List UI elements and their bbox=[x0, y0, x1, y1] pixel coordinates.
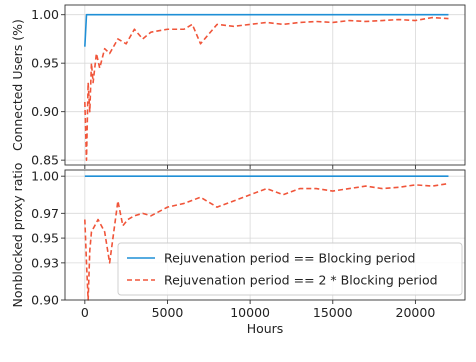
series-line-2 bbox=[84, 16, 449, 161]
y-tick-label: 1.00 bbox=[31, 169, 59, 184]
y-tick-label: 0.95 bbox=[31, 56, 59, 71]
x-tick-label: 5000 bbox=[152, 305, 184, 320]
x-tick-label: 20000 bbox=[396, 305, 436, 320]
plot-frame bbox=[64, 4, 466, 166]
y-tick-label: 1.00 bbox=[31, 7, 59, 22]
y-tick-label: 0.90 bbox=[31, 104, 59, 119]
panel-2: 0.90 0.93 0.95 0.97 1.00 0 5000 10000 15000 20000… bbox=[10, 163, 466, 336]
plot-frame bbox=[64, 169, 466, 301]
x-tick-label: 15000 bbox=[313, 305, 353, 320]
y-axis-label: Connected Users (%) bbox=[10, 19, 25, 151]
x-tick-label: 10000 bbox=[230, 305, 270, 320]
legend-label-1: Rejuvenation period == Blocking period bbox=[164, 251, 415, 266]
y-axis-label: Nonblocked proxy ratio bbox=[10, 163, 25, 308]
legend-label-2: Rejuvenation period == 2 * Blocking peri… bbox=[164, 273, 438, 288]
y-tick-label: 0.85 bbox=[31, 153, 59, 168]
x-tick-label: 0 bbox=[81, 305, 89, 320]
series-line-1 bbox=[84, 13, 449, 47]
y-tick-label: 0.93 bbox=[31, 255, 59, 270]
y-tick-label: 0.95 bbox=[31, 231, 59, 246]
panel-1: 0.85 0.90 0.95 1.00 Connected Users (%) bbox=[10, 4, 466, 169]
legend-box bbox=[117, 242, 463, 296]
x-axis-label: Hours bbox=[247, 321, 284, 336]
series-line-2 bbox=[84, 182, 449, 301]
legend: Rejuvenation period == Blocking period Re… bbox=[117, 242, 463, 296]
y-tick-label: 0.90 bbox=[31, 293, 59, 308]
y-tick-label: 0.97 bbox=[31, 206, 59, 221]
